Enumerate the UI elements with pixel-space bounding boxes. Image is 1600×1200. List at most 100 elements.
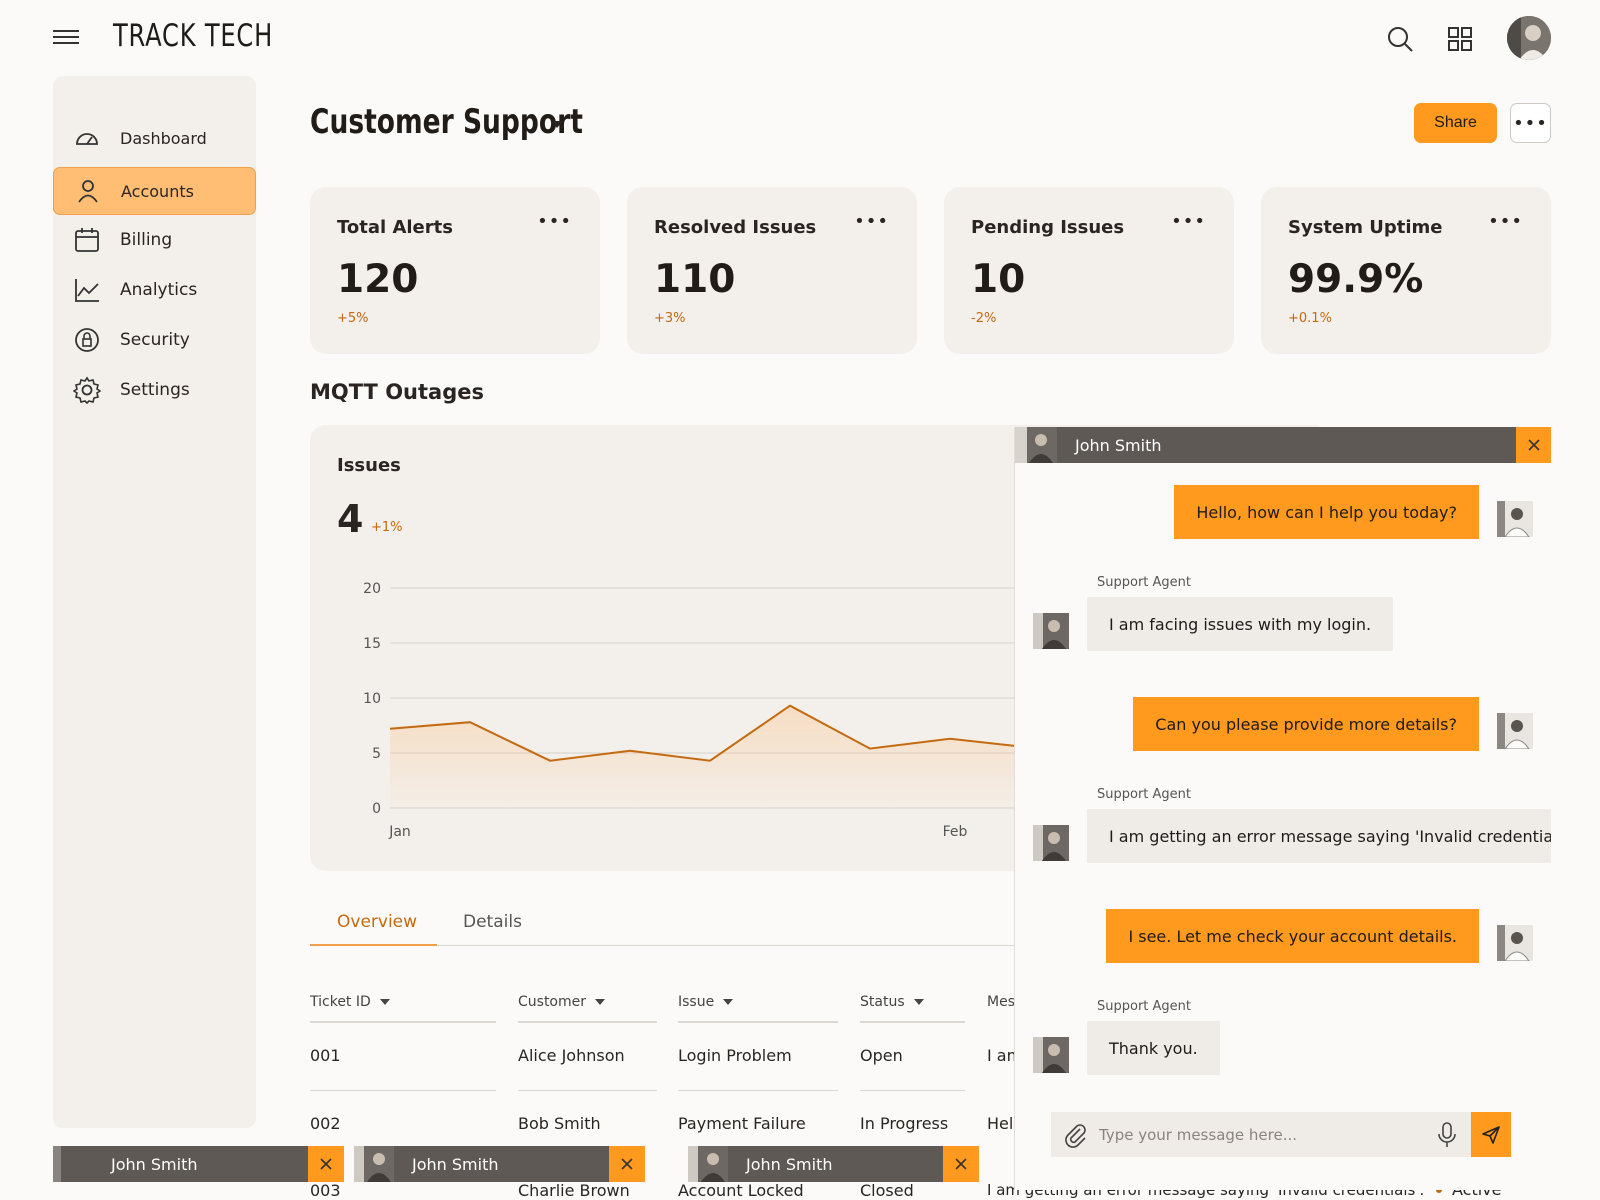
sidebar: Dashboard Accounts Billing Analytics Sec… [53, 76, 256, 1128]
cell-message: Hell [987, 1114, 1018, 1133]
y-tick-label: 20 [363, 581, 381, 597]
sidebar-item-settings[interactable]: Settings [53, 366, 256, 414]
minimized-chat-name: John Smith [111, 1155, 198, 1174]
chevron-down-icon[interactable] [551, 121, 563, 128]
header-underline [518, 1021, 657, 1023]
x-tick-label: Feb [943, 824, 968, 840]
user-avatar [1497, 713, 1533, 749]
section-title: MQTT Outages [310, 380, 484, 404]
contact-avatar [1015, 427, 1057, 463]
column-header-issue[interactable]: Issue [678, 994, 734, 1010]
active-tab-indicator [310, 944, 437, 946]
chat-message-outgoing: Hello, how can I help you today? [1174, 485, 1479, 539]
sidebar-item-billing[interactable]: Billing [53, 216, 256, 264]
y-tick-label: 0 [372, 801, 381, 817]
agent-avatar [1033, 613, 1069, 649]
more-options-button[interactable]: ••• [1510, 103, 1551, 143]
minimized-chat[interactable]: John Smith [53, 1146, 344, 1182]
sort-caret-icon [723, 999, 734, 1005]
cell-status: In Progress [860, 1114, 949, 1133]
more-icon[interactable]: ••• [537, 211, 572, 232]
y-tick-label: 15 [363, 636, 381, 652]
chat-message-outgoing: Can you please provide more details? [1133, 697, 1479, 751]
share-button[interactable]: Share [1414, 103, 1497, 143]
user-avatar [1497, 501, 1533, 537]
minimized-chat-name: John Smith [412, 1155, 499, 1174]
user-avatar[interactable] [1507, 16, 1551, 60]
close-chat-button[interactable] [943, 1146, 979, 1182]
minimized-chat[interactable]: John Smith [354, 1146, 645, 1182]
stat-value: 99.9% [1288, 257, 1424, 302]
sidebar-item-security[interactable]: Security [53, 316, 256, 364]
chat-message-incoming: I am facing issues with my login. [1087, 597, 1394, 651]
hamburger-menu-icon[interactable] [53, 26, 79, 48]
microphone-icon[interactable] [1434, 1121, 1460, 1149]
cell-message: I am [987, 1046, 1023, 1065]
more-icon[interactable]: ••• [854, 211, 889, 232]
row-divider [310, 1090, 496, 1091]
tabs-divider [310, 945, 1020, 946]
contact-avatar [688, 1146, 728, 1182]
more-icon[interactable]: ••• [1488, 211, 1523, 232]
column-header-customer[interactable]: Customer [518, 994, 606, 1010]
cell-issue: Login Problem [678, 1046, 792, 1065]
minimized-chat-name: John Smith [746, 1155, 833, 1174]
stat-delta: +3% [654, 311, 686, 326]
cell-customer: Bob Smith [518, 1114, 601, 1133]
close-chat-button[interactable] [1516, 427, 1551, 463]
column-header-message[interactable]: Mes [987, 994, 1015, 1010]
search-icon[interactable] [1386, 25, 1414, 53]
calendar-icon [75, 228, 99, 252]
send-button[interactable] [1471, 1112, 1511, 1157]
tab-overview[interactable]: Overview [337, 912, 418, 932]
chat-composer [1051, 1112, 1511, 1157]
stat-delta: +5% [337, 311, 369, 326]
cell-ticket-id: 001 [310, 1046, 341, 1065]
gauge-icon [76, 133, 98, 145]
stat-delta: +0.1% [1288, 311, 1332, 326]
brand-logo: TRACK TECH [113, 18, 274, 54]
y-tick-label: 5 [372, 746, 381, 762]
column-header-status[interactable]: Status [860, 994, 924, 1010]
stat-title: Total Alerts [337, 217, 453, 238]
row-divider [678, 1090, 838, 1091]
cell-ticket-id: 002 [310, 1114, 341, 1133]
stat-title: Pending Issues [971, 217, 1125, 238]
stat-delta: -2% [971, 311, 997, 326]
apps-grid-icon[interactable] [1446, 25, 1474, 53]
chat-header[interactable]: John Smith [1015, 427, 1551, 463]
cell-ticket-id: 003 [310, 1181, 341, 1200]
line-chart-icon [75, 279, 99, 302]
tab-details[interactable]: Details [463, 912, 522, 932]
chat-message-outgoing: I see. Let me check your account details… [1106, 909, 1479, 963]
chat-contact-name: John Smith [1075, 436, 1162, 455]
cell-customer: Alice Johnson [518, 1046, 625, 1065]
chart-value: 4 [337, 497, 364, 541]
contact-avatar [53, 1146, 93, 1182]
column-header-ticket-id[interactable]: Ticket ID [310, 994, 390, 1010]
cell-customer: Charlie Brown [518, 1181, 630, 1200]
minimized-chat[interactable]: John Smith [688, 1146, 979, 1182]
sidebar-item-dashboard[interactable]: Dashboard [53, 114, 256, 162]
cell-status: Closed [860, 1181, 914, 1200]
paperclip-icon[interactable] [1063, 1122, 1089, 1148]
stat-title: Resolved Issues [654, 217, 817, 238]
cell-issue: Account Locked [678, 1181, 804, 1200]
close-chat-button[interactable] [308, 1146, 344, 1182]
stat-card-system-uptime: System Uptime ••• 99.9% +0.1% [1261, 187, 1551, 354]
sidebar-item-label: Security [120, 330, 190, 350]
stat-value: 120 [337, 257, 419, 302]
close-icon [621, 1158, 633, 1170]
sidebar-item-analytics[interactable]: Analytics [53, 266, 256, 314]
chat-message-incoming: I am getting an error message saying 'In… [1087, 809, 1551, 863]
header-underline [310, 1021, 496, 1023]
sidebar-item-label: Analytics [120, 280, 198, 300]
sidebar-item-accounts[interactable]: Accounts [53, 167, 256, 215]
more-icon[interactable]: ••• [1171, 211, 1206, 232]
stat-card-resolved-issues: Resolved Issues ••• 110 +3% [627, 187, 917, 354]
sidebar-item-label: Settings [120, 380, 190, 400]
sort-caret-icon [379, 999, 390, 1005]
close-chat-button[interactable] [609, 1146, 645, 1182]
user-icon [78, 180, 98, 203]
chat-message-input[interactable] [1099, 1112, 1429, 1157]
